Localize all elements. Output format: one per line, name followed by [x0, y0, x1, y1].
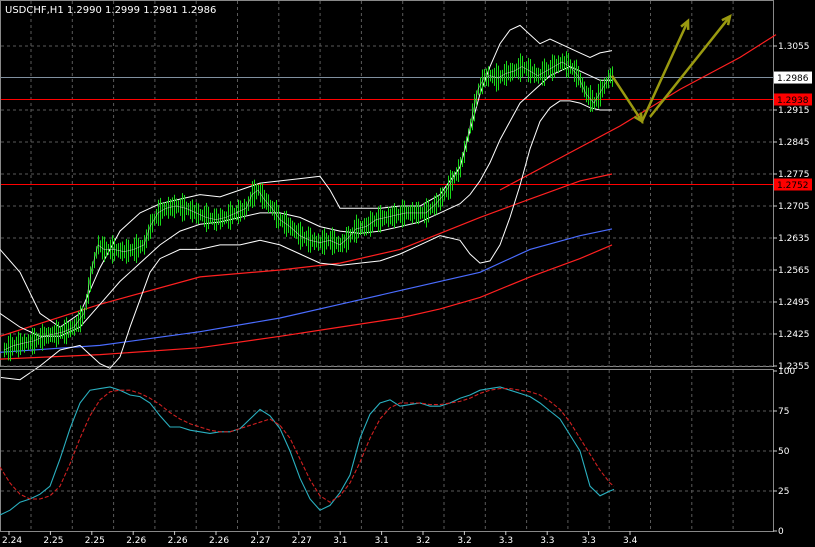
forecast-arrow-head: [633, 112, 644, 124]
x-tick-label: 3.3: [540, 536, 554, 546]
oscillator-line: [0, 386, 615, 516]
osc-tick-label: 100: [778, 367, 795, 377]
osc-tick-label: 75: [778, 407, 789, 417]
forecast-arrow-head: [721, 14, 732, 26]
osc-tick-label: 0: [778, 527, 784, 537]
x-tick-label: 2.26: [126, 536, 146, 546]
x-tick-label: 2.24: [2, 536, 22, 546]
osc-tick-label: 50: [778, 447, 790, 457]
x-tick-label: 2.25: [85, 536, 105, 546]
x-tick-label: 3.4: [623, 536, 638, 546]
price-tag-bg: [774, 178, 812, 191]
moving-average-line: [0, 228, 613, 353]
y-tick-label: 1.2775: [778, 170, 810, 180]
bollinger-band-lower: [0, 100, 612, 381]
forecast-arrow-head: [680, 18, 690, 30]
close-line: [3, 61, 615, 351]
x-tick-label: 2.25: [43, 536, 63, 546]
price-tag-label: 1.2986: [777, 74, 809, 84]
y-tick-label: 1.2705: [778, 202, 810, 212]
price-panel: [0, 14, 777, 381]
x-tick-label: 2.27: [292, 536, 312, 546]
y-tick-label: 1.2355: [778, 362, 810, 372]
chart-title: USDCHF,H1 1.2990 1.2999 1.2981 1.2986: [5, 5, 216, 16]
bollinger-band-upper: [0, 24, 613, 328]
osc-tick-label: 25: [778, 487, 789, 497]
x-tick-label: 3.1: [375, 536, 389, 546]
y-tick-label: 1.3055: [778, 42, 810, 52]
price-tag-label: 1.2752: [777, 181, 809, 191]
y-tick-label: 1.2425: [778, 330, 810, 340]
x-tick-label: 2.26: [209, 536, 229, 546]
x-tick-label: 3.3: [582, 536, 596, 546]
y-tick-label: 1.2635: [778, 234, 810, 244]
y-tick-label: 1.2845: [778, 138, 810, 148]
moving-average-line: [0, 244, 613, 360]
moving-average-line: [499, 34, 777, 191]
x-tick-label: 2.27: [250, 536, 270, 546]
x-tick-label: 3.1: [333, 536, 347, 546]
oscillator-line: [0, 388, 615, 503]
axes: 1.3055 1.2915 1.2845 1.2775 1.2705 1.2635 1.25…: [2, 42, 812, 546]
moving-average-line: [0, 173, 613, 337]
oscillator-panel: [0, 386, 615, 516]
price-tag-bg: [774, 93, 812, 106]
price-tag-label: 1.2938: [777, 96, 809, 106]
x-tick-label: 3.3: [499, 536, 513, 546]
oscillator-grid: [0, 369, 774, 532]
x-tick-label: 2.26: [168, 536, 188, 546]
x-tick-label: 3.2: [457, 536, 471, 546]
x-tick-label: 3.2: [416, 536, 430, 546]
y-tick-label: 1.2495: [778, 298, 810, 308]
forecast-arrow-path: [649, 15, 731, 118]
price-tag-bg: [774, 71, 812, 84]
y-tick-label: 1.2915: [778, 106, 810, 116]
y-tick-label: 1.2565: [778, 266, 810, 276]
